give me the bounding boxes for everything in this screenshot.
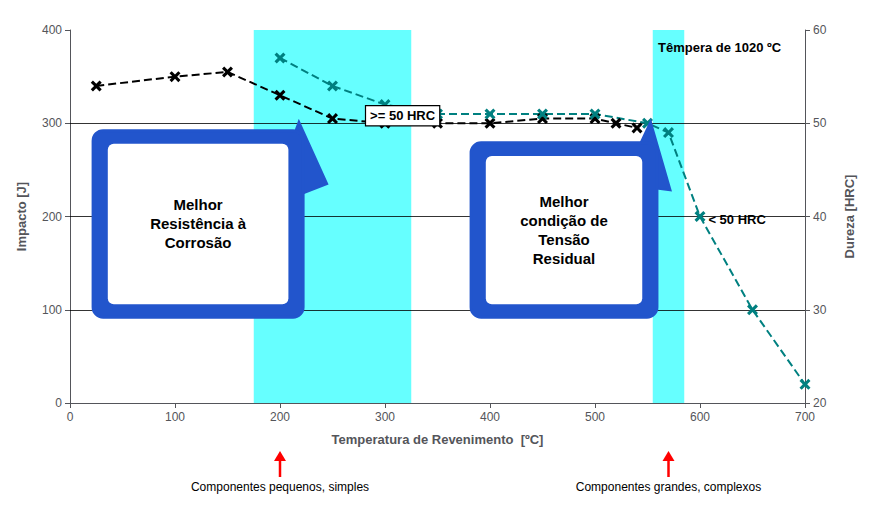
svg-text:400: 400 [42, 23, 62, 37]
svg-text:Tensão: Tensão [538, 231, 589, 248]
svg-text:0: 0 [55, 396, 62, 410]
svg-text:>= 50 HRC: >= 50 HRC [370, 108, 436, 123]
svg-text:Componentes grandes, complexos: Componentes grandes, complexos [576, 480, 761, 494]
svg-text:60: 60 [813, 23, 827, 37]
svg-text:300: 300 [375, 410, 395, 424]
svg-text:0: 0 [67, 410, 74, 424]
svg-text:100: 100 [165, 410, 185, 424]
svg-text:Componentes pequenos, simples: Componentes pequenos, simples [191, 480, 369, 494]
svg-text:Melhor: Melhor [539, 193, 588, 210]
svg-text:< 50 HRC: < 50 HRC [708, 212, 766, 227]
svg-text:Melhor: Melhor [174, 196, 223, 213]
svg-text:300: 300 [42, 116, 62, 130]
svg-text:500: 500 [585, 410, 605, 424]
svg-text:400: 400 [480, 410, 500, 424]
svg-text:Resistência à: Resistência à [150, 215, 247, 232]
svg-text:40: 40 [813, 210, 827, 224]
svg-text:30: 30 [813, 303, 827, 317]
svg-text:50: 50 [813, 116, 827, 130]
svg-text:Têmpera de 1020 ºC: Têmpera de 1020 ºC [658, 40, 782, 55]
svg-text:20: 20 [813, 396, 827, 410]
svg-text:Temperatura de Revenimento [º: Temperatura de Revenimento [ºC] [332, 432, 544, 447]
svg-text:Dureza [HRC]: Dureza [HRC] [842, 175, 857, 259]
svg-text:Residual: Residual [533, 250, 596, 267]
svg-text:200: 200 [42, 210, 62, 224]
svg-text:Impacto [J]: Impacto [J] [14, 182, 29, 251]
svg-text:700: 700 [795, 410, 815, 424]
svg-text:condição de: condição de [520, 212, 608, 229]
svg-text:100: 100 [42, 303, 62, 317]
svg-text:600: 600 [690, 410, 710, 424]
svg-text:200: 200 [270, 410, 290, 424]
svg-text:Corrosão: Corrosão [165, 234, 232, 251]
